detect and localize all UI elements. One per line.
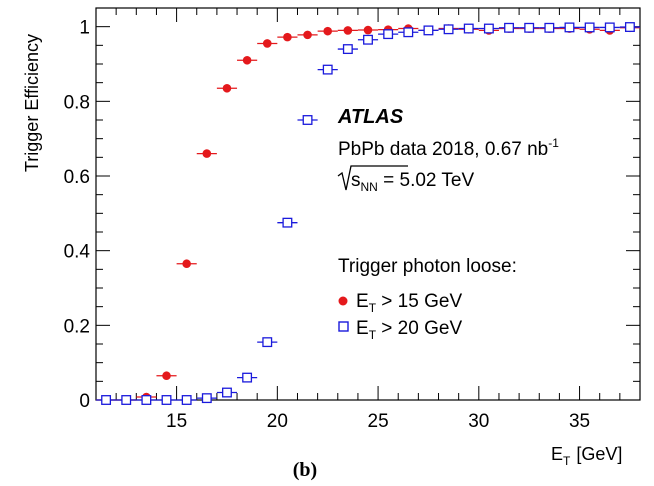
legend-entry-2-rest: > 20 GeV	[376, 318, 462, 339]
data-point-square	[242, 372, 253, 383]
data-point-square	[624, 22, 635, 32]
y-tick-label: 0.4	[64, 242, 91, 263]
data-point-square	[201, 393, 212, 404]
legend-title: Trigger photon loose:	[338, 256, 517, 277]
data-point-circle	[262, 39, 272, 48]
plot-frame	[95, 7, 641, 401]
energy-value: = 5.02 TeV	[378, 170, 475, 191]
data-point-square	[403, 27, 414, 38]
data-point-square	[141, 395, 152, 405]
energy-sub: NN	[361, 180, 378, 194]
legend-entry-2: ET > 20 GeV	[338, 318, 462, 342]
y-axis-title: Trigger Efficiency	[22, 34, 42, 172]
panel-label: (b)	[293, 459, 317, 481]
x-tick-label: 20	[267, 411, 288, 432]
data-point-square	[222, 387, 232, 398]
x-axis-title-sub: T	[563, 454, 571, 468]
atlas-label: ATLAS	[337, 106, 404, 128]
data-point-square	[101, 395, 112, 405]
data-point-circle	[162, 371, 171, 381]
x-axis-title-unit: [GeV]	[576, 444, 622, 464]
series-1	[96, 23, 640, 405]
data-point-square	[423, 25, 434, 36]
data-point-square	[463, 23, 474, 34]
data-point-square	[604, 22, 615, 33]
data-point-circle	[323, 26, 333, 36]
data-point-square	[181, 395, 192, 405]
data-point-circle	[363, 25, 373, 35]
svg-text:sNN = 5.02 TeV: sNN = 5.02 TeV	[351, 170, 474, 194]
data-point-square	[363, 34, 373, 45]
data-point-circle	[242, 55, 252, 65]
legend-entry-2-main: E	[356, 318, 369, 339]
legend-entry-1-rest: > 15 GeV	[376, 291, 462, 312]
dataset-sup: -1	[548, 136, 559, 150]
legend-entry-1: ET > 15 GeV	[338, 291, 462, 315]
data-point-square	[161, 395, 172, 405]
legend-entry-2-sub: T	[369, 328, 377, 342]
legend-marker-blue-square	[338, 321, 349, 332]
dataset-text: PbPb data 2018, 0.67 nb	[338, 139, 548, 160]
legend-entry-1-sub: T	[369, 301, 377, 315]
y-tick-label: 1	[79, 18, 90, 39]
svg-text:ET > 15 GeV: ET > 15 GeV	[356, 291, 462, 315]
data-markers	[96, 22, 640, 405]
x-axis-title-main: E	[551, 444, 563, 464]
energy-label: sNN = 5.02 TeV	[337, 165, 474, 194]
data-point-square	[342, 44, 353, 55]
data-point-square	[121, 395, 132, 405]
data-point-square	[443, 24, 454, 35]
data-point-circle	[222, 83, 232, 93]
sqrt-symbol	[337, 165, 408, 191]
axes: 15 20 25 30 35 0 0.2 0.4 0.6 0.8 1	[64, 7, 641, 432]
x-axis-title: ET [GeV]	[551, 444, 622, 468]
data-point-square	[524, 22, 535, 33]
data-point-square	[483, 23, 494, 34]
x-tick-label: 35	[569, 411, 590, 432]
data-point-circle	[202, 149, 212, 158]
legend-marker-red-circle	[338, 296, 348, 306]
dataset-label: PbPb data 2018, 0.67 nb-1	[338, 136, 559, 160]
data-point-square	[544, 22, 555, 33]
data-point-circle	[182, 259, 191, 269]
energy-prefix: s	[351, 170, 361, 191]
x-tick-label: 30	[468, 411, 489, 432]
data-point-square	[262, 337, 273, 348]
series-2	[96, 22, 640, 405]
data-point-square	[564, 22, 575, 33]
y-tick-label: 0.2	[64, 316, 90, 337]
data-point-square	[504, 22, 514, 33]
svg-text:ET > 20 GeV: ET > 20 GeV	[356, 318, 462, 342]
y-tick-label: 0.8	[64, 92, 90, 113]
x-tick-label: 15	[166, 411, 187, 432]
data-point-square	[302, 115, 313, 125]
data-point-circle	[303, 30, 312, 40]
data-point-circle	[283, 32, 292, 42]
data-point-square	[282, 217, 293, 228]
legend-entry-1-main: E	[356, 291, 369, 312]
x-tick-label: 25	[368, 411, 389, 432]
y-tick-label: 0	[79, 391, 90, 412]
data-point-square	[584, 22, 595, 33]
y-tick-label: 0.6	[64, 167, 90, 188]
data-point-circle	[343, 26, 353, 35]
data-point-square	[322, 64, 333, 75]
data-point-square	[383, 29, 394, 40]
